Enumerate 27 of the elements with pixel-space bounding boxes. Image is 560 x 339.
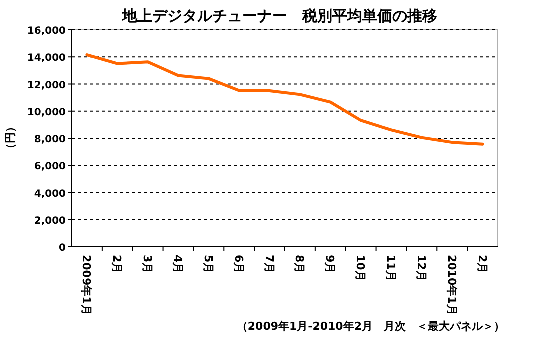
x-tick-label: 4月: [172, 255, 184, 274]
chart-title: 地上デジタルチューナー 税別平均単価の推移: [122, 7, 438, 25]
x-tick-label: 5月: [202, 255, 215, 274]
y-tick-label: 2,000: [34, 216, 66, 227]
x-tick-label: 12月: [414, 255, 428, 282]
x-tick-label: 6月: [232, 255, 246, 274]
y-tick-label: 6,000: [34, 162, 66, 173]
x-tick-label: 2009年1月: [80, 255, 94, 316]
x-tick-label: 10月: [354, 255, 368, 282]
x-tick-label: 8月: [293, 255, 306, 274]
text: （2009年1月-2010年2月 月次 ＜最大パネル＞）: [236, 320, 505, 333]
x-tick-label: 2010年1月: [445, 255, 458, 316]
x-tick-label: 2月: [110, 255, 124, 274]
line-series: [86, 54, 484, 146]
y-axis-title: （円）: [4, 122, 17, 154]
x-tick-label: 7月: [262, 255, 276, 274]
x-tick-label: 3月: [141, 255, 154, 274]
x-tick-label: 9月: [324, 255, 337, 274]
x-tick-label: 2月: [476, 255, 489, 274]
y-tick-label: 0: [59, 243, 66, 254]
x-tick-label: 11月: [384, 255, 398, 282]
y-tick-label: 4,000: [34, 188, 66, 200]
y-tick-label: 14,000: [27, 53, 66, 64]
y-tick-label: 10,000: [27, 107, 66, 118]
y-tick-label: 12,000: [27, 80, 66, 92]
y-tick-label: 16,000: [27, 26, 66, 37]
y-tick-label: 8,000: [34, 134, 66, 146]
